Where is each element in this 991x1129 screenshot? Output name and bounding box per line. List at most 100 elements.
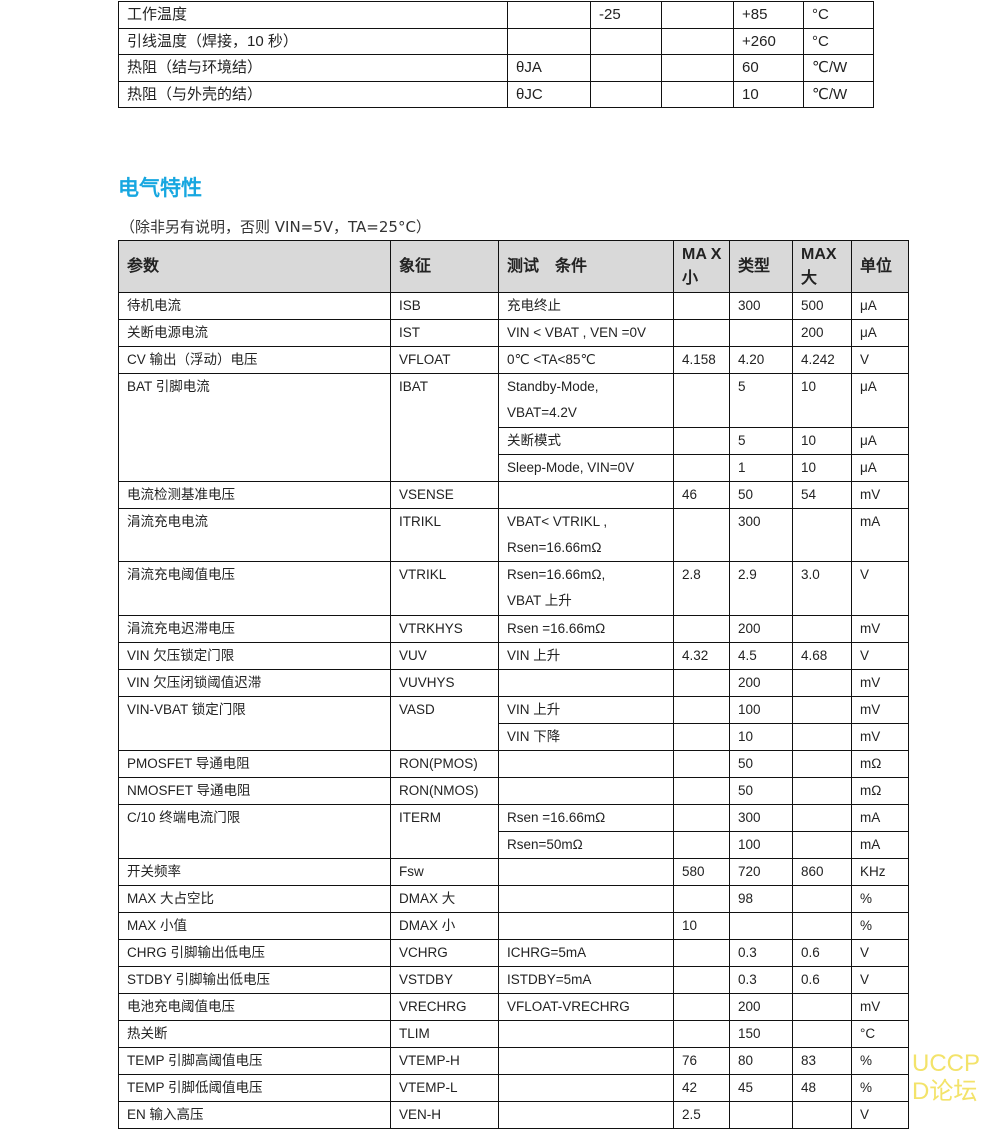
table-cell: +260 <box>733 27 804 55</box>
max-cell: 200 <box>792 319 852 347</box>
table-cell <box>507 1 591 29</box>
table-cell <box>590 27 662 55</box>
typ-cell: 80 <box>729 1046 793 1075</box>
max-cell <box>792 668 852 697</box>
typ-cell: 4.20 <box>729 346 793 374</box>
param-cell: 电流检测基准电压 <box>118 480 391 509</box>
symbol-cell: RON(NMOS) <box>390 776 499 805</box>
typ-cell <box>729 319 793 347</box>
condition-cell: Standby-Mode, VBAT=4.2V <box>498 373 674 428</box>
symbol-cell: RON(PMOS) <box>390 749 499 778</box>
param-cell: CHRG 引脚输出低电压 <box>118 938 391 967</box>
table-cell: ℃/W <box>803 80 874 108</box>
max-cell: 10 <box>792 426 852 455</box>
typ-cell: 50 <box>729 749 793 778</box>
symbol-cell: VUVHYS <box>390 668 499 697</box>
max-cell: 0.6 <box>792 965 852 994</box>
max-cell <box>792 884 852 913</box>
unit-cell: mV <box>851 722 909 751</box>
max-cell <box>792 1019 852 1048</box>
table-row: NMOSFET 导通电阻 RON(NMOS) 50 mΩ <box>118 776 909 805</box>
min-cell <box>673 373 730 428</box>
header-max: MAX 大 <box>792 240 852 293</box>
table-row: 工作温度 -25 +85 °C <box>118 1 874 29</box>
table-row: 涓流充电迟滞电压 VTRKHYS Rsen =16.66mΩ 200 mV <box>118 614 909 643</box>
typ-cell: 50 <box>729 776 793 805</box>
param-cell: CV 输出（浮动）电压 <box>118 346 391 374</box>
max-cell <box>792 507 852 562</box>
table-cell <box>507 27 591 55</box>
symbol-cell: VSTDBY <box>390 965 499 994</box>
unit-cell: mV <box>851 992 909 1021</box>
condition-cell <box>498 911 674 940</box>
table-row: 关断电源电流 IST VIN < VBAT , VEN =0V 200 μA <box>118 319 909 347</box>
min-cell <box>673 426 730 455</box>
condition-cell: Rsen=16.66mΩ, VBAT 上升 <box>498 561 674 616</box>
unit-cell: mA <box>851 830 909 859</box>
max-cell <box>792 749 852 778</box>
max-cell: 4.242 <box>792 346 852 374</box>
typ-cell: 50 <box>729 480 793 509</box>
table-row: CHRG 引脚输出低电压 VCHRG ICHRG=5mA 0.3 0.6 V <box>118 938 909 967</box>
table-row: 电池充电阈值电压 VRECHRG VFLOAT-VRECHRG 200 mV <box>118 992 909 1021</box>
symbol-cell: DMAX 大 <box>390 884 499 913</box>
condition-cell: ISTDBY=5mA <box>498 965 674 994</box>
typ-cell: 300 <box>729 292 793 320</box>
symbol-cell: VTRIKL <box>390 561 499 616</box>
unit-cell: mV <box>851 614 909 643</box>
param-cell: 开关频率 <box>118 857 391 886</box>
table-row: C/10 终端电流门限 ITERM Rsen =16.66mΩ 300 mA <box>118 803 909 859</box>
max-cell <box>792 830 852 859</box>
typ-cell <box>729 911 793 940</box>
table-cell: °C <box>803 1 874 29</box>
table-row: 涓流充电电流 ITRIKL VBAT< VTRIKL , Rsen=16.66mΩ 3… <box>118 507 909 562</box>
condition-cell <box>498 480 674 509</box>
symbol-cell: ISB <box>390 292 499 320</box>
table-cell: 热阻（结与环境结） <box>118 54 508 82</box>
header-unit: 单位 <box>851 240 909 293</box>
table-row: Sleep-Mode, VIN=0V 1 10 μA <box>119 453 909 482</box>
unit-cell: μA <box>851 373 909 428</box>
table-header-row: 参数 象征 测试 条件 MA X 小类型 MAX 大单位 <box>118 240 909 293</box>
max-cell <box>792 695 852 724</box>
table-row: BAT 引脚电流 IBAT Standby-Mode, VBAT=4.2V 5 10 μA <box>118 373 909 482</box>
typ-cell: 0.3 <box>729 938 793 967</box>
typ-cell: 200 <box>729 668 793 697</box>
typ-cell <box>729 1100 793 1129</box>
header-min: MA X 小 <box>673 240 730 293</box>
table-row: TEMP 引脚低阈值电压 VTEMP-L 42 45 48% <box>118 1073 909 1102</box>
max-cell: 54 <box>792 480 852 509</box>
table-row: EN 输入高压 VEN-H 2.5 V <box>118 1100 909 1129</box>
unit-cell: mA <box>851 507 909 562</box>
section-subtitle: （除非另有说明，否则 VIN=5V，TA=25°C） <box>120 218 431 236</box>
condition-cell <box>498 1073 674 1102</box>
max-cell <box>792 1100 852 1129</box>
param-cell: TEMP 引脚高阈值电压 <box>118 1046 391 1075</box>
unit-cell: V <box>851 346 909 374</box>
symbol-cell: Fsw <box>390 857 499 886</box>
table-row: 热阻（结与环境结） θJA 60 ℃/W <box>118 54 874 82</box>
typ-cell: 2.9 <box>729 561 793 616</box>
min-cell <box>673 319 730 347</box>
param-cell: EN 输入高压 <box>118 1100 391 1129</box>
typ-cell: 10 <box>729 722 793 751</box>
min-cell <box>673 830 730 859</box>
param-cell: VIN-VBAT 锁定门限 <box>118 695 391 751</box>
typ-cell: 200 <box>729 992 793 1021</box>
unit-cell: % <box>851 1073 909 1102</box>
param-cell: 关断电源电流 <box>118 319 391 347</box>
max-cell: 10 <box>792 453 852 482</box>
min-cell <box>673 292 730 320</box>
typ-cell: 1 <box>729 453 793 482</box>
param-cell: MAX 大占空比 <box>118 884 391 913</box>
min-cell <box>673 695 730 724</box>
unit-cell: V <box>851 561 909 616</box>
condition-cell: 0℃ <TA<85℃ <box>498 346 674 374</box>
table-cell: +85 <box>733 1 804 29</box>
symbol-cell: VASD <box>390 695 499 751</box>
table-row: 引线温度（焊接，10 秒） +260 °C <box>118 27 874 55</box>
max-cell: 83 <box>792 1046 852 1075</box>
max-cell <box>792 722 852 751</box>
unit-cell: μA <box>851 426 909 455</box>
condition-cell <box>498 668 674 697</box>
